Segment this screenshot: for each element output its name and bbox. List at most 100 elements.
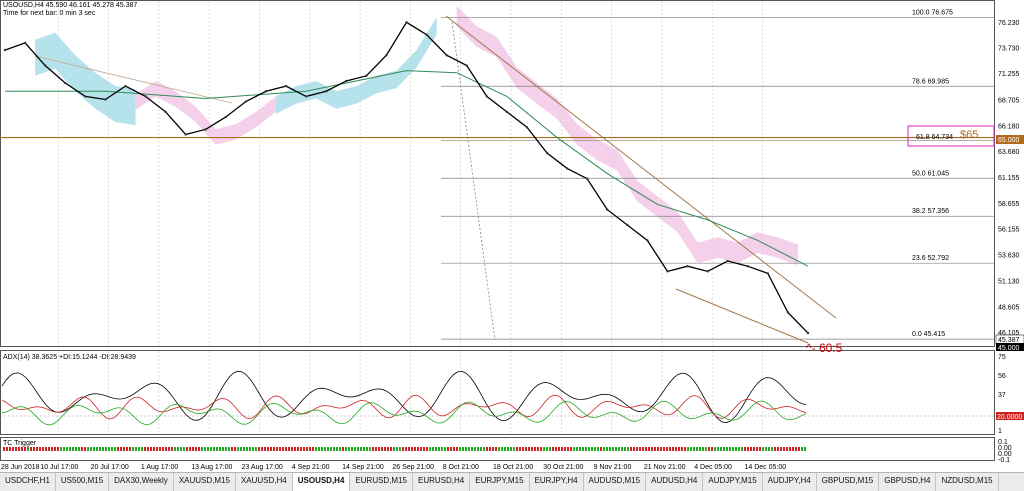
tc-trigger-bar	[24, 447, 26, 451]
tc-trigger-bar	[690, 447, 692, 451]
chart-tab[interactable]: XAUUSD,M15	[174, 473, 236, 491]
tc-trigger-bar	[552, 447, 554, 451]
tc-trigger-bar	[750, 447, 752, 451]
price-point	[365, 74, 368, 78]
chart-tab[interactable]: DAX30,Weekly	[109, 473, 174, 491]
chart-tab[interactable]: NZDUSD,M15	[936, 473, 999, 491]
tc-trigger-bar	[267, 447, 269, 451]
chart-tab[interactable]: AUDJPY,M15	[703, 473, 763, 491]
tc-trigger-bar	[726, 447, 728, 451]
tc-trigger-bar	[54, 447, 56, 451]
tc-trigger-bar	[564, 447, 566, 451]
vertical-grid	[57, 1, 763, 434]
price-chart[interactable]: 100.0 76.675 78.6 69.985 50.0 61.045 38.2 5…	[0, 0, 1024, 472]
tc-trigger-bar	[135, 447, 137, 451]
chart-tab[interactable]: AUDUSD,M15	[584, 473, 647, 491]
tc-trigger-bar	[129, 447, 131, 451]
tc-trigger-bar	[228, 447, 230, 451]
tc-trigger-bar	[741, 447, 743, 451]
tc-trigger-bar	[615, 447, 617, 451]
tc-trigger-bar	[759, 447, 761, 451]
price-tag-65	[996, 135, 1024, 144]
tc-trigger-bar	[720, 447, 722, 451]
tc-trigger-bar	[651, 447, 653, 451]
tc-trigger-bar	[555, 447, 557, 451]
tc-trigger-bar	[648, 447, 650, 451]
target-box[interactable]	[907, 125, 995, 147]
tc-trigger-bar	[156, 447, 158, 451]
chart-tab[interactable]: EURUSD,H4	[413, 473, 471, 491]
tc-trigger-bar	[660, 447, 662, 451]
tc-trigger-bar	[318, 447, 320, 451]
tc-trigger-bar	[618, 447, 620, 451]
tc-trigger-bar	[765, 447, 767, 451]
tc-trigger-bar	[408, 447, 410, 451]
tc-axis: 0.10.000.00-0.1	[998, 439, 1012, 464]
chart-tab[interactable]: GBPUSD,H4	[879, 473, 937, 491]
y-tick-label: 53.630	[998, 253, 1020, 260]
tc-trigger-bar	[183, 447, 185, 451]
tc-trigger-bar	[225, 447, 227, 451]
tc-trigger-bar	[195, 447, 197, 451]
tc-trigger-bar	[684, 447, 686, 451]
tc-trigger-bar	[417, 447, 419, 451]
tc-trigger-bar	[384, 447, 386, 451]
price-point	[806, 331, 810, 335]
tc-trigger-bar	[108, 447, 110, 451]
tc-trigger-bar	[159, 447, 161, 451]
price-point	[525, 126, 529, 129]
chart-tab[interactable]: AUDUSD,H4	[646, 473, 704, 491]
tc-trigger-bar	[219, 447, 221, 451]
chart-tab[interactable]: EURJPY,H4	[530, 473, 584, 491]
tc-trigger-bar	[663, 447, 665, 451]
tc-trigger-bar	[693, 447, 695, 451]
tc-trigger-bar	[282, 447, 284, 451]
bar-timer: Time for next bar: 0 min 3 sec	[3, 10, 96, 17]
tc-trigger-bar	[492, 447, 494, 451]
chart-tab[interactable]: USDCHF,H1	[0, 473, 56, 491]
tc-trigger-bar	[783, 447, 785, 451]
tc-trigger-bar	[294, 447, 296, 451]
tc-trigger-bar	[348, 447, 350, 451]
tc-trigger-bar	[306, 447, 308, 451]
tc-trigger-bar	[174, 447, 176, 451]
tc-tick-label: -0.1	[998, 457, 1010, 464]
chart-tab[interactable]: USOUSD,H4	[292, 473, 351, 491]
tc-trigger-bar	[420, 447, 422, 451]
tc-trigger-bar	[111, 447, 113, 451]
x-tick-label: 14 Sep 21:00	[342, 464, 384, 471]
tc-trigger-bar	[273, 447, 275, 451]
tc-trigger-bar	[177, 447, 179, 451]
x-tick-label: 14 Dec 05:00	[745, 464, 787, 471]
upper-trendline[interactable]	[445, 15, 837, 319]
price-point	[666, 270, 669, 273]
tc-trigger-bar	[78, 447, 80, 451]
tc-trigger-bar	[375, 447, 377, 451]
x-tick-label: 9 Nov 21:00	[594, 464, 632, 471]
price-point	[445, 54, 448, 57]
price-point	[626, 223, 629, 227]
chart-tab[interactable]: US500,M15	[56, 473, 110, 491]
tc-trigger-bar	[636, 447, 638, 451]
tc-trigger-bar	[456, 447, 458, 451]
tc-trigger-bar	[774, 447, 776, 451]
y-tick-label: 63.680	[998, 149, 1020, 156]
x-tick-label: 26 Sep 21:00	[392, 464, 434, 471]
tc-trigger-bar	[48, 447, 50, 451]
tc-trigger-bar	[84, 447, 86, 451]
chart-tab[interactable]: GBPUSD,M15	[817, 473, 880, 491]
tc-trigger-bar	[204, 447, 206, 451]
adx-tick-label: 56	[998, 373, 1006, 380]
tc-trigger-bar	[423, 447, 425, 451]
tc-trigger-bar	[18, 447, 20, 451]
chart-tab[interactable]: EURUSD,M15	[350, 473, 413, 491]
chart-tab[interactable]: EURJPY,M15	[470, 473, 530, 491]
tc-trigger-bar	[729, 447, 731, 451]
chart-tab[interactable]: XAUUSD,H4	[236, 473, 293, 491]
fibonacci-retracement: 100.0 76.675 78.6 69.985 50.0 61.045 38.2 5…	[441, 9, 994, 340]
lower-trendline[interactable]	[675, 288, 809, 344]
tc-trigger-bar	[144, 447, 146, 451]
chart-tab[interactable]: AUDJPY,H4	[763, 473, 817, 491]
tc-trigger-bar	[6, 447, 8, 451]
tc-trigger-bar	[381, 447, 383, 451]
